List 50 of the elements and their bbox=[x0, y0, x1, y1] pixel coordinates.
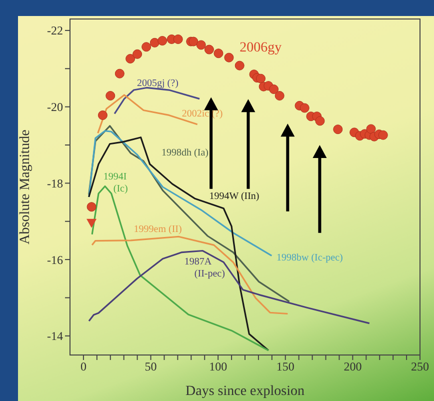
x-tick-label: 0 bbox=[80, 360, 86, 374]
series-label: 2006gy bbox=[240, 40, 282, 56]
point bbox=[234, 60, 244, 70]
point bbox=[315, 116, 325, 126]
line-series bbox=[91, 185, 270, 352]
x-tick-label: 200 bbox=[344, 360, 362, 374]
point bbox=[378, 130, 388, 140]
point bbox=[224, 52, 234, 62]
point bbox=[196, 40, 206, 50]
series-label: 1999em (II) bbox=[134, 224, 182, 236]
point bbox=[132, 49, 142, 59]
series-label: 1987A (II-pec) bbox=[184, 256, 225, 280]
point bbox=[269, 84, 279, 94]
point bbox=[114, 68, 124, 78]
y-tick-label: -20 bbox=[47, 100, 63, 114]
series-label: 1994W (IIn) bbox=[209, 191, 260, 202]
line-series bbox=[88, 130, 272, 257]
point bbox=[214, 48, 224, 58]
point bbox=[333, 124, 343, 134]
x-tick-label: 100 bbox=[209, 360, 228, 374]
x-axis-title: Days since explosion bbox=[186, 384, 304, 399]
point bbox=[150, 38, 160, 48]
point bbox=[366, 124, 376, 134]
point bbox=[256, 74, 266, 84]
series-label: 1994I (Ic) bbox=[103, 171, 128, 194]
series-label: 1998bw (Ic-pec) bbox=[276, 252, 343, 264]
point bbox=[300, 103, 310, 113]
y-tick-label: -16 bbox=[47, 252, 63, 267]
point bbox=[86, 202, 96, 212]
y-tick-label: -22 bbox=[47, 24, 63, 38]
point bbox=[142, 42, 152, 52]
x-tick-label: 250 bbox=[411, 360, 429, 374]
point bbox=[106, 90, 116, 100]
point bbox=[98, 110, 108, 120]
line-series bbox=[88, 136, 270, 352]
series-label: 1998dh (Ia) bbox=[162, 147, 208, 158]
point bbox=[274, 90, 284, 100]
y-tick-label: -14 bbox=[47, 329, 63, 344]
x-tick-label: 50 bbox=[144, 360, 157, 374]
point bbox=[86, 218, 97, 228]
y-axis-title: Absolute Magnitude bbox=[18, 130, 33, 244]
point bbox=[173, 34, 183, 44]
point bbox=[158, 36, 168, 46]
point bbox=[188, 36, 198, 46]
x-tick-label: 150 bbox=[276, 360, 294, 374]
line-series bbox=[88, 250, 370, 324]
point bbox=[204, 44, 214, 54]
y-tick-label: -18 bbox=[47, 176, 63, 190]
series-label: 2005gj (?) bbox=[137, 78, 178, 89]
point bbox=[126, 54, 136, 64]
